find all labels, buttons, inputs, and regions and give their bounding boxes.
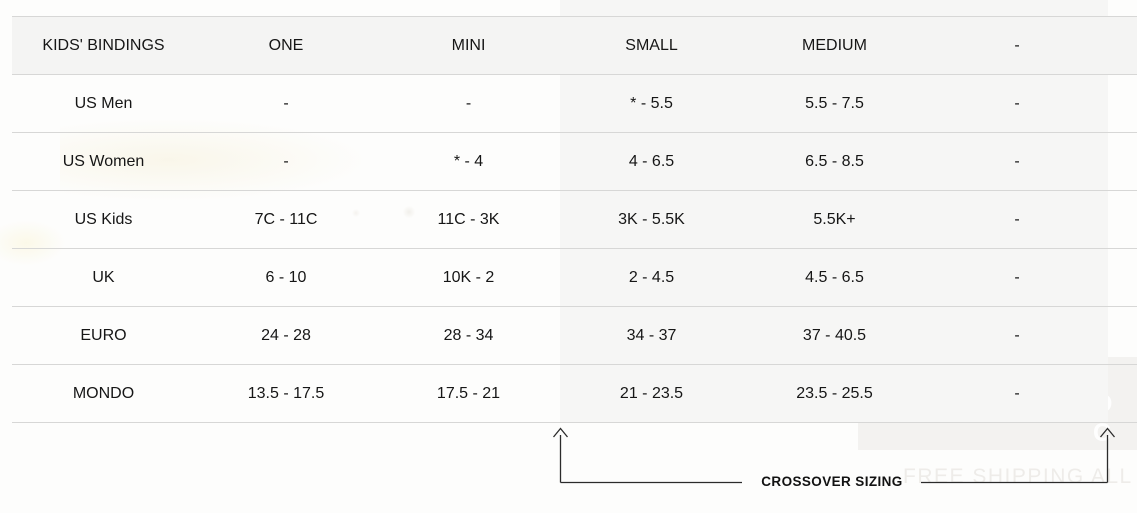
size-cell: -	[465, 94, 472, 112]
column-header-medium: MEDIUM	[802, 36, 867, 54]
size-cell: -	[1014, 152, 1020, 170]
size-cell: * - 5.5	[630, 94, 673, 112]
size-cell: 21 - 23.5	[619, 384, 684, 402]
column-header-dash: -	[1014, 36, 1020, 54]
size-cell: 4 - 6.5	[628, 152, 675, 170]
row-label: US Kids	[74, 210, 133, 228]
table-row-uk: UK 6 - 10 10K - 2 2 - 4.5 4.5 - 6.5 -	[12, 249, 1137, 307]
up-arrow-left-icon	[552, 427, 569, 438]
size-cell: -	[283, 94, 289, 112]
table-row-us-women: US Women - * - 4 4 - 6.5 6.5 - 8.5 -	[12, 133, 1137, 191]
up-arrow-right-icon	[1099, 427, 1116, 438]
size-cell: -	[283, 152, 289, 170]
size-cell: 5.5K+	[813, 210, 856, 228]
size-cell: -	[1014, 268, 1020, 286]
row-label: US Men	[74, 94, 133, 112]
size-cell: 24 - 28	[261, 326, 311, 344]
size-cell: 6.5 - 8.5	[805, 152, 864, 170]
table-row-us-kids: US Kids 7C - 11C 11C - 3K 3K - 5.5K 5.5K…	[12, 191, 1137, 249]
column-header-kids-bindings: KIDS' BINDINGS	[42, 36, 165, 54]
size-cell: 2 - 4.5	[628, 268, 675, 286]
size-cell: 11C - 3K	[437, 210, 500, 228]
size-cell: 34 - 37	[626, 326, 677, 344]
size-cell: 4.5 - 6.5	[805, 268, 864, 286]
size-cell: 28 - 34	[443, 326, 494, 344]
row-label: UK	[92, 268, 115, 286]
table-row-euro: EURO 24 - 28 28 - 34 34 - 37 37 - 40.5 -	[12, 307, 1137, 365]
row-label: US Women	[62, 152, 145, 170]
row-label: MONDO	[72, 384, 135, 402]
size-cell: 10K - 2	[442, 268, 495, 286]
size-cell: 37 - 40.5	[802, 326, 867, 344]
column-header-mini: MINI	[451, 36, 486, 54]
size-cell: 3K - 5.5K	[618, 210, 685, 228]
size-cell: -	[1014, 326, 1020, 344]
size-cell: 7C - 11C	[254, 210, 318, 228]
size-cell: -	[1014, 94, 1020, 112]
crossover-sizing-label: CROSSOVER SIZING	[761, 474, 903, 489]
size-cell: -	[1014, 210, 1020, 228]
table-row-us-men: US Men - - * - 5.5 5.5 - 7.5 -	[12, 75, 1137, 133]
crossover-bracket	[552, 427, 1116, 484]
column-header-one: ONE	[268, 36, 304, 54]
size-cell: 6 - 10	[265, 268, 307, 286]
table-header-row: KIDS' BINDINGS ONE MINI SMALL MEDIUM -	[12, 17, 1137, 75]
column-header-small: SMALL	[625, 36, 678, 54]
size-cell: 13.5 - 17.5	[247, 384, 325, 402]
size-cell: 5.5 - 7.5	[805, 94, 864, 112]
table-row-mondo: MONDO 13.5 - 17.5 17.5 - 21 21 - 23.5 23…	[12, 365, 1137, 423]
row-label: EURO	[80, 326, 127, 344]
size-cell: * - 4	[453, 152, 484, 170]
kids-bindings-size-table: KIDS' BINDINGS ONE MINI SMALL MEDIUM - U…	[12, 16, 1137, 423]
size-cell: 23.5 - 25.5	[796, 384, 873, 402]
size-cell: 17.5 - 21	[436, 384, 501, 402]
size-cell: -	[1014, 384, 1020, 402]
